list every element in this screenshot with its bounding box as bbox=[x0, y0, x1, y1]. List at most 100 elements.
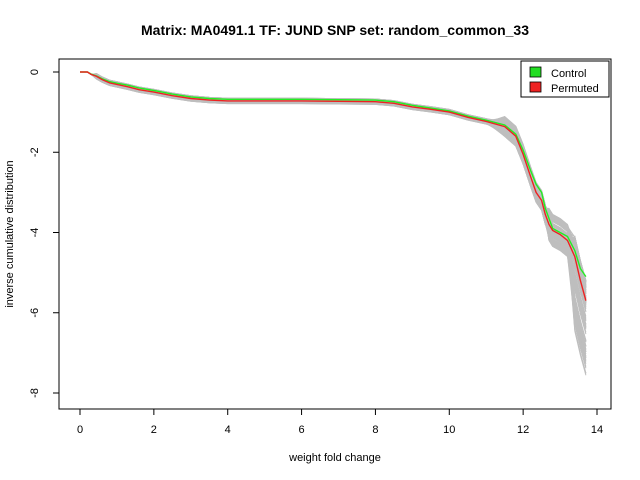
background-curve bbox=[80, 71, 587, 288]
background-curve bbox=[80, 71, 587, 333]
background-curve bbox=[80, 71, 587, 347]
background-curve bbox=[80, 71, 587, 289]
background-curve bbox=[80, 71, 587, 328]
x-axis-label: weight fold change bbox=[288, 452, 381, 464]
background-curve bbox=[80, 71, 587, 310]
background-curve bbox=[80, 71, 587, 330]
background-curve bbox=[80, 71, 587, 294]
background-curve bbox=[80, 71, 587, 317]
background-curve bbox=[80, 71, 587, 350]
background-curve bbox=[80, 71, 587, 291]
background-curve bbox=[80, 71, 587, 291]
background-curve bbox=[80, 71, 587, 306]
background-curve bbox=[80, 71, 587, 343]
background-curve bbox=[80, 71, 587, 357]
background-curve bbox=[80, 71, 587, 293]
background-curve bbox=[80, 71, 587, 299]
background-curve bbox=[80, 71, 587, 299]
plot-frame bbox=[58, 58, 612, 410]
background-curve bbox=[80, 71, 587, 292]
y-axis-label: inverse cumulative distribution bbox=[4, 160, 16, 307]
background-curve bbox=[80, 71, 587, 312]
background-curve bbox=[80, 71, 587, 297]
background-curve bbox=[80, 71, 587, 364]
background-curve bbox=[80, 71, 587, 374]
background-curve bbox=[80, 71, 587, 295]
legend-label-permuted: Permuted bbox=[551, 83, 599, 95]
background-curve bbox=[80, 71, 587, 293]
background-curve bbox=[80, 71, 587, 306]
legend: Control Permuted bbox=[520, 60, 610, 98]
background-curve bbox=[80, 71, 587, 355]
background-curve bbox=[80, 71, 587, 376]
background-curve bbox=[80, 71, 587, 361]
background-curve bbox=[80, 71, 587, 312]
x-tick-label: 12 bbox=[517, 424, 529, 436]
background-curve bbox=[80, 71, 587, 308]
series-curves bbox=[80, 71, 587, 301]
background-curve bbox=[80, 71, 587, 303]
background-curve bbox=[80, 71, 587, 353]
y-tick-label: -6 bbox=[29, 308, 41, 318]
background-curve bbox=[80, 71, 587, 352]
background-curve bbox=[80, 71, 587, 294]
background-curve bbox=[80, 71, 587, 308]
background-curve bbox=[80, 71, 587, 319]
y-tick-label: -8 bbox=[29, 388, 41, 398]
x-tick-label: 0 bbox=[77, 424, 83, 436]
background-curve bbox=[80, 71, 587, 300]
background-curve bbox=[80, 71, 587, 328]
y-tick-label: -2 bbox=[29, 147, 41, 157]
background-curve bbox=[80, 71, 587, 352]
background-curve bbox=[80, 71, 587, 326]
background-curve bbox=[80, 71, 587, 299]
x-tick-label: 14 bbox=[591, 424, 603, 436]
series-line-control bbox=[80, 71, 587, 277]
background-curve bbox=[80, 71, 587, 303]
background-curve bbox=[80, 71, 587, 367]
background-curve bbox=[80, 71, 587, 300]
background-curve bbox=[80, 71, 587, 369]
background-curve bbox=[80, 71, 587, 293]
background-curve bbox=[80, 71, 587, 346]
background-curve bbox=[80, 71, 587, 350]
x-axis: 0 2 4 6 8 10 12 14 bbox=[77, 409, 603, 436]
background-curve bbox=[80, 71, 587, 358]
x-tick-label: 8 bbox=[372, 424, 378, 436]
x-tick-label: 2 bbox=[151, 424, 157, 436]
background-curve bbox=[80, 71, 587, 325]
background-curve bbox=[80, 71, 587, 304]
background-curve bbox=[80, 71, 587, 362]
background-curve bbox=[80, 71, 587, 290]
legend-swatch-control bbox=[529, 66, 542, 78]
background-curve bbox=[80, 71, 587, 320]
background-curve bbox=[80, 71, 587, 297]
background-curve bbox=[80, 71, 587, 342]
background-curve bbox=[80, 71, 587, 303]
background-curve bbox=[80, 71, 587, 335]
background-curves bbox=[80, 71, 587, 376]
background-curve bbox=[80, 71, 587, 297]
background-curve bbox=[80, 71, 587, 342]
background-curve bbox=[80, 71, 587, 325]
background-curve bbox=[80, 71, 587, 357]
background-curve bbox=[80, 71, 587, 374]
legend-swatch-permuted bbox=[529, 81, 542, 93]
background-curve bbox=[80, 71, 587, 347]
series-line-permuted bbox=[80, 71, 587, 301]
x-tick-label: 4 bbox=[225, 424, 231, 436]
background-curve bbox=[80, 71, 587, 302]
background-curve bbox=[80, 71, 587, 328]
y-axis: 0 -2 -4 -6 -8 bbox=[29, 69, 59, 398]
background-curve bbox=[80, 71, 587, 302]
background-curve bbox=[80, 71, 587, 347]
y-tick-label: -4 bbox=[29, 228, 41, 238]
x-tick-label: 6 bbox=[299, 424, 305, 436]
legend-label-control: Control bbox=[551, 68, 586, 80]
background-curve bbox=[80, 71, 587, 322]
background-curve bbox=[80, 71, 587, 299]
background-curve bbox=[80, 71, 587, 341]
background-curve bbox=[80, 71, 587, 298]
background-curve bbox=[80, 71, 587, 303]
